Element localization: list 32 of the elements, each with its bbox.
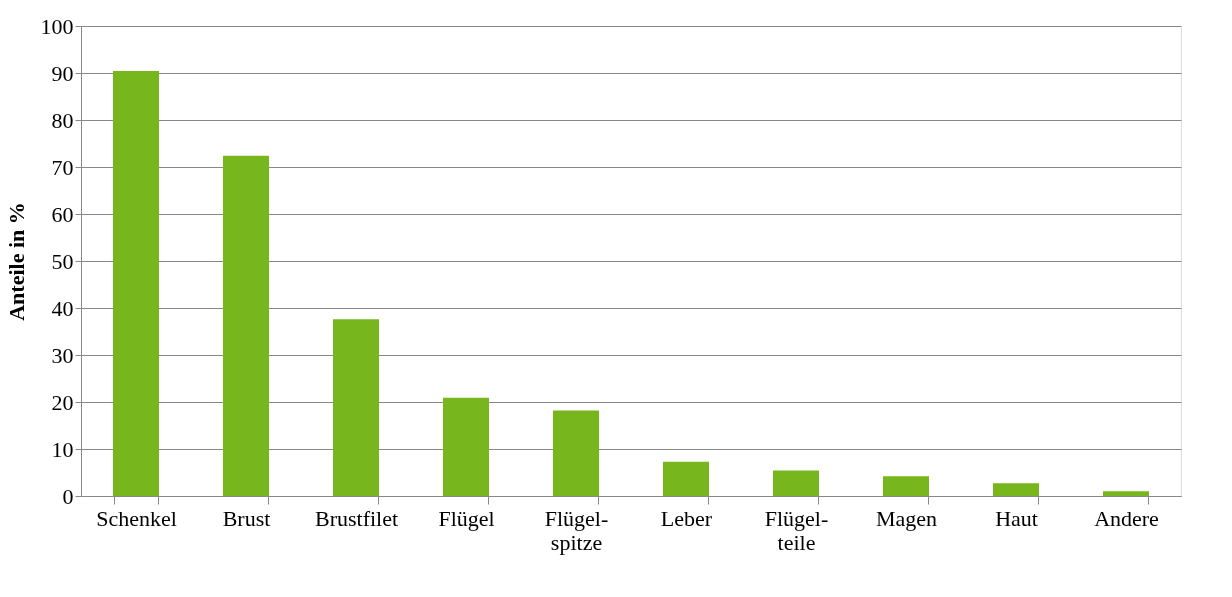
y-axis-title: Anteile in %: [3, 202, 29, 321]
y-tick-label: 20: [51, 389, 74, 415]
bar: [663, 461, 709, 496]
y-tick-label: 30: [51, 342, 74, 368]
y-tick-label: 50: [51, 248, 74, 274]
x-tick-label: Haut: [995, 505, 1038, 531]
x-tick-label: Flügel: [438, 505, 495, 531]
y-tick-label: 40: [51, 295, 74, 321]
x-tick-label: Andere: [1094, 505, 1159, 531]
y-tick-label: 90: [51, 60, 74, 86]
y-tick-label: 70: [51, 154, 74, 180]
x-tick-label: Brust: [222, 505, 271, 531]
bar: [113, 71, 159, 496]
y-tick-label: 0: [62, 483, 74, 509]
y-tick-label: 100: [40, 13, 74, 39]
bar: [553, 410, 599, 496]
y-tick-label: 10: [51, 436, 74, 462]
bar: [333, 319, 379, 496]
bar: [1103, 491, 1149, 496]
x-tick-label: Magen: [875, 505, 938, 531]
bar: [223, 155, 269, 496]
x-tick-label: Brustfilet: [314, 505, 399, 531]
x-tick-label: Flügel- spitze: [544, 505, 609, 555]
y-tick-label: 60: [51, 201, 74, 227]
bar: [773, 470, 819, 496]
bar: [993, 483, 1039, 496]
y-tick-label: 80: [51, 107, 74, 133]
bar: [443, 397, 489, 496]
bar: [883, 476, 929, 496]
x-tick-label: Flügel- teile: [764, 505, 829, 555]
x-tick-label: Schenkel: [96, 505, 177, 531]
x-tick-label: Leber: [660, 505, 713, 531]
